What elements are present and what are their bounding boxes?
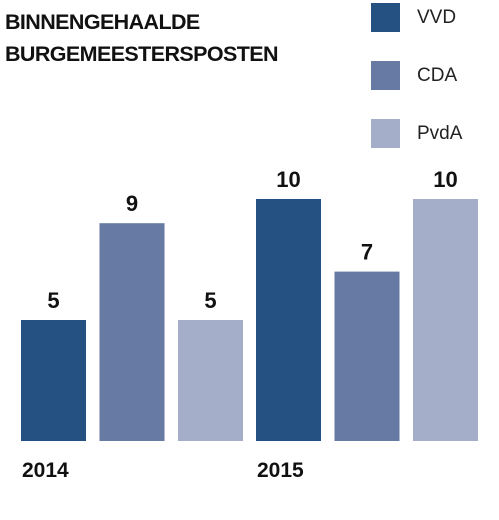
legend-swatch-cda [371, 61, 400, 90]
bar-cda-2015 [334, 271, 400, 441]
legend: VVD CDA PvdA [371, 3, 499, 177]
chart-title: BINNENGEHAALDE BURGEMEESTERSPOSTEN [5, 6, 279, 70]
legend-item-cda: CDA [371, 61, 499, 92]
legend-swatch-vvd [371, 3, 400, 32]
category-label-2014: 2014 [22, 459, 69, 482]
value-label-cda-2015: 7 [361, 240, 373, 265]
category-label-2015: 2015 [257, 459, 304, 482]
value-label-pvda-2014: 5 [204, 288, 216, 313]
value-label-pvda-2015: 10 [433, 167, 457, 192]
bar-vvd-2015 [256, 199, 321, 441]
legend-item-vvd: VVD [371, 3, 499, 34]
legend-swatch-pvda [371, 119, 400, 148]
bar-cda-2014 [99, 223, 165, 441]
bar-vvd-2014 [21, 320, 86, 441]
bar-pvda-2015 [413, 199, 478, 441]
value-label-vvd-2015: 10 [276, 167, 300, 192]
chart-title-line-1: BINNENGEHAALDE [5, 10, 200, 34]
bar-pvda-2014 [178, 320, 243, 441]
legend-label-pvda: PvdA [417, 123, 463, 144]
legend-item-pvda: PvdA [371, 119, 499, 150]
chart-title-line-2: BURGEMEESTERSPOSTEN [5, 42, 279, 66]
legend-label-cda: CDA [417, 65, 458, 86]
value-label-cda-2014: 9 [126, 191, 138, 216]
legend-label-vvd: VVD [417, 7, 457, 28]
value-label-vvd-2014: 5 [47, 288, 59, 313]
